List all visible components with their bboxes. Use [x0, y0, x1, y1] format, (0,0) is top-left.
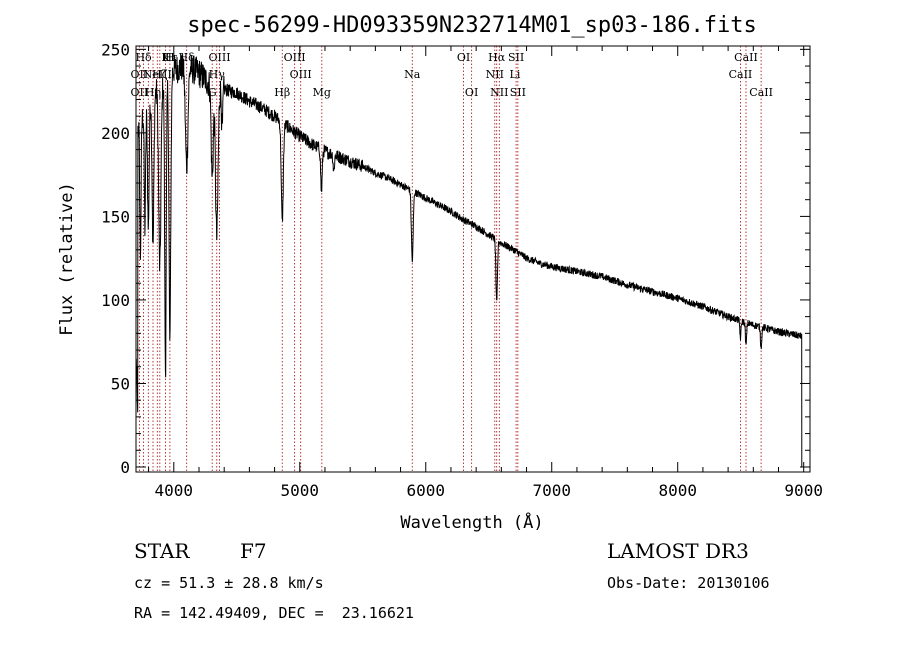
spectral-line-label: NII [490, 86, 508, 99]
spectral-line-label: Hδ [179, 51, 196, 64]
x-tick-label: 5000 [281, 481, 320, 500]
plot-frame [135, 45, 811, 473]
spectral-line-label: Hβ [274, 86, 290, 99]
spectral-line-label: Hζ [152, 68, 168, 81]
y-axis-label: Flux (relative) [57, 182, 77, 336]
spectral-line-label: K [161, 51, 170, 64]
spectrum-series [135, 53, 803, 468]
spectral-line-label: Li [510, 68, 521, 81]
spectral-line-label: G [208, 86, 217, 99]
spectral-line-label: Hε [162, 51, 178, 64]
spectral-line-label: Hη [145, 86, 161, 99]
y-tick-label: 150 [101, 207, 130, 226]
survey-name: LAMOST DR3 [607, 539, 749, 563]
spectral-line-label: OIII [284, 51, 306, 64]
spectral-line-label: Na [404, 68, 421, 81]
spectral-line-label: NeIII [143, 68, 172, 81]
spectral-line-label: Hα [488, 51, 506, 64]
object-class: STAR [134, 539, 190, 563]
spectral-line-label: OIII [290, 68, 312, 81]
spectral-line-label: CaII [729, 68, 753, 81]
y-tick-label: 50 [111, 374, 130, 393]
x-tick-label: 4000 [155, 481, 194, 500]
obs-date: Obs-Date: 20130106 [607, 574, 770, 592]
spectral-line-label: Mg [313, 86, 331, 99]
spectral-line-label: Hδ [135, 51, 152, 64]
spectral-line-label: OII [131, 68, 149, 81]
spectral-line-markers [138, 46, 762, 472]
x-axis-label: Wavelength (Å) [400, 511, 543, 533]
spectral-line-label: OI [457, 51, 470, 64]
y-tick-label: 0 [120, 458, 130, 477]
spectral-line-label: CaII [734, 51, 758, 64]
chart-title: spec-56299-HD093359N232714M01_sp03-186.f… [187, 13, 757, 38]
spectral-line-label: CaII [749, 86, 773, 99]
spectral-line-label: NII [486, 68, 504, 81]
spectral-line-label: H [165, 51, 175, 64]
coordinates: RA = 142.49409, DEC = 23.16621 [134, 604, 414, 622]
y-tick-label: 100 [101, 291, 130, 310]
x-tick-label: 7000 [532, 481, 571, 500]
spectral-line-label: OII [131, 86, 149, 99]
x-tick-label: 9000 [784, 481, 823, 500]
spectrum-chart: spec-56299-HD093359N232714M01_sp03-186.f… [57, 13, 823, 533]
spectral-line-label: SII [510, 86, 526, 99]
x-tick-label: 6000 [406, 481, 445, 500]
x-tick-label: 8000 [658, 481, 697, 500]
spectral-line-label: Hγ [209, 68, 226, 81]
spectral-line-label: OI [465, 86, 478, 99]
object-subclass: F7 [240, 539, 267, 563]
y-tick-label: 250 [101, 40, 130, 59]
axis-ticks: 4000 5000 6000 7000 8000 9000 0 50 100 150 200 250 [101, 40, 823, 500]
spectrum-line [135, 53, 803, 468]
spectral-line-label: SII [508, 51, 524, 64]
y-tick-label: 200 [101, 124, 130, 143]
redshift-readout: cz = 51.3 ± 28.8 km/s [134, 574, 324, 592]
spectral-line-label: OIII [208, 51, 230, 64]
